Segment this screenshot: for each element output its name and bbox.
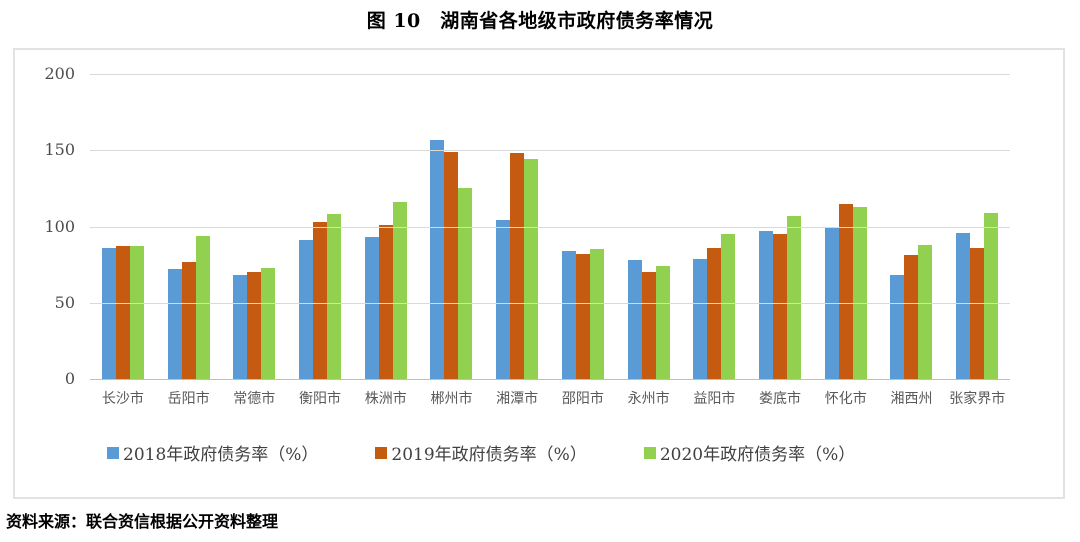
bar-group-益阳市	[681, 74, 747, 379]
x-axis-label-郴州市: 郴州市	[430, 391, 473, 407]
x-axis-label-永州市: 永州市	[627, 391, 670, 407]
bar-group-张家界市	[944, 74, 1010, 379]
bar-邵阳市-2020年	[589, 249, 604, 379]
legend-swatch-2019-icon	[375, 446, 388, 459]
legend-item-2018: 2018年政府债务率（%）	[107, 440, 318, 465]
bar-group-湘潭市	[484, 74, 550, 379]
bar-group-岳阳市	[156, 74, 222, 379]
bar-长沙市-2018年	[101, 247, 116, 379]
bar-怀化市-2020年	[852, 206, 867, 379]
x-axis-label-株洲市: 株洲市	[364, 391, 407, 407]
bar-湘西州-2018年	[890, 275, 905, 379]
x-axis-label-湘潭市: 湘潭市	[496, 391, 539, 407]
x-axis-label-娄底市: 娄底市	[759, 391, 802, 407]
bar-益阳市-2018年	[693, 258, 708, 379]
bar-郴州市-2019年	[444, 151, 459, 379]
bar-groups	[90, 74, 1010, 379]
bar-益阳市-2020年	[721, 234, 736, 379]
legend-label-2018: 2018年政府债务率（%）	[123, 445, 319, 465]
bar-娄底市-2018年	[759, 231, 774, 379]
x-axis-label-湘西州: 湘西州	[890, 391, 933, 407]
legend-label-2020: 2020年政府债务率（%）	[659, 445, 856, 465]
y-tick-label-0: 0	[64, 369, 75, 388]
bar-常德市-2018年	[233, 275, 248, 379]
x-axis-labels: 长沙市 岳阳市 常德市 衡阳市 株洲市 郴州市 湘潭市 邵阳市 永州市 益阳市 娄底市 怀化市 湘西州张…	[90, 388, 1010, 408]
bar-岳阳市-2018年	[167, 269, 182, 379]
bar-湘潭市-2020年	[524, 159, 539, 379]
y-tick-label-100: 100	[44, 216, 75, 236]
x-axis-line	[90, 379, 1010, 380]
y-tick-label-200: 200	[44, 64, 75, 83]
x-axis-label-岳阳市: 岳阳市	[167, 391, 210, 407]
bar-娄底市-2020年	[787, 215, 802, 379]
bar-group-邵阳市	[550, 74, 616, 379]
bar-长沙市-2019年	[115, 246, 130, 379]
bar-岳阳市-2020年	[195, 235, 210, 379]
x-axis-label-邵阳市: 邵阳市	[561, 391, 604, 407]
bar-张家界市-2018年	[956, 232, 971, 379]
bar-益阳市-2019年	[707, 247, 722, 379]
legend-swatch-2020-icon	[643, 446, 656, 459]
plot-area	[90, 74, 1010, 380]
bar-group-娄底市	[747, 74, 813, 379]
bar-衡阳市-2019年	[313, 221, 328, 379]
gridline-50	[90, 302, 1010, 304]
bar-张家界市-2019年	[970, 247, 985, 379]
x-axis-label-张家界市: 张家界市	[949, 391, 1006, 407]
bar-湘潭市-2019年	[510, 153, 525, 379]
legend-swatch-2018-icon	[107, 446, 119, 459]
chart-title: 图 10 湖南省各地级市政府债务率情况	[366, 10, 714, 32]
bar-湘西州-2020年	[918, 244, 933, 379]
bar-衡阳市-2020年	[327, 214, 342, 379]
bar-常德市-2019年	[247, 272, 262, 379]
x-axis-label-衡阳市: 衡阳市	[299, 391, 342, 407]
gridline-200	[90, 74, 1010, 75]
x-axis-label-长沙市: 长沙市	[101, 391, 144, 407]
bar-株洲市-2020年	[392, 202, 407, 379]
x-axis-label-怀化市: 怀化市	[824, 391, 867, 407]
bar-group-永州市	[616, 74, 682, 379]
x-axis-label-常德市: 常德市	[233, 391, 276, 407]
legend-item-2020: 2020年政府债务率（%）	[643, 440, 856, 465]
bar-株洲市-2018年	[364, 237, 379, 379]
bar-group-郴州市	[419, 74, 485, 379]
bar-永州市-2018年	[627, 260, 642, 379]
bar-group-常德市	[221, 74, 287, 379]
bar-group-湘西州	[879, 74, 945, 379]
gridline-100	[90, 226, 1010, 228]
bar-邵阳市-2019年	[575, 253, 590, 379]
chart-plot-container: 长沙市 岳阳市 常德市 衡阳市 株洲市 郴州市 湘潭市 邵阳市 永州市 益阳市 娄底市 怀化市 湘西州张…	[13, 48, 1065, 499]
bar-邵阳市-2018年	[561, 250, 576, 379]
x-axis-label-益阳市: 益阳市	[693, 391, 736, 407]
bar-怀化市-2019年	[838, 203, 853, 379]
legend-label-2019: 2019年政府债务率（%）	[391, 445, 587, 465]
bar-长沙市-2020年	[129, 246, 144, 379]
chart-legend: 2018年政府债务率（%） 2019年政府债务率（%） 2020年政府债务率（%…	[15, 440, 1063, 465]
y-tick-label-50: 50	[54, 292, 75, 312]
bar-group-长沙市	[90, 74, 156, 379]
bar-张家界市-2020年	[984, 212, 999, 379]
bar-衡阳市-2018年	[299, 240, 314, 379]
bar-永州市-2019年	[641, 272, 656, 379]
source-note: 资料来源：联合资信根据公开资料整理	[6, 512, 279, 531]
bar-group-怀化市	[813, 74, 879, 379]
legend-item-2019: 2019年政府债务率（%）	[375, 440, 587, 465]
bar-永州市-2020年	[655, 266, 670, 379]
bar-株洲市-2019年	[378, 224, 393, 379]
bar-岳阳市-2019年	[181, 261, 196, 379]
bar-郴州市-2020年	[458, 188, 473, 379]
bar-娄底市-2019年	[773, 234, 788, 379]
y-tick-label-150: 150	[44, 140, 75, 160]
bar-郴州市-2018年	[430, 139, 445, 379]
bar-湘西州-2019年	[904, 255, 919, 379]
bar-常德市-2020年	[261, 267, 276, 379]
bar-group-衡阳市	[287, 74, 353, 379]
bar-湘潭市-2018年	[496, 220, 511, 379]
bar-group-株洲市	[353, 74, 419, 379]
gridline-150	[90, 150, 1010, 152]
